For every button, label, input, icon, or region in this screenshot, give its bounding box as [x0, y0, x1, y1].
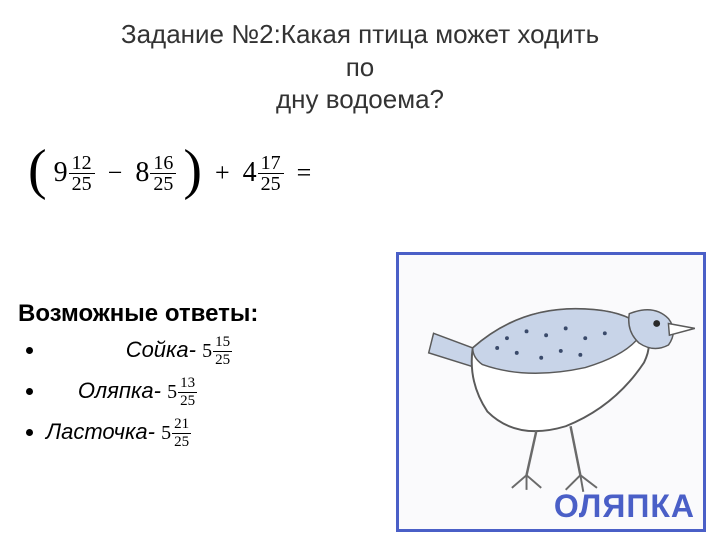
term3: 41725 [243, 153, 284, 194]
answers-heading: Возможные ответы: [18, 300, 398, 328]
bird-caption: ОЛЯПКА [554, 488, 695, 525]
term2: 81625 [135, 153, 176, 194]
answer-label: Ласточка- [46, 419, 155, 445]
term1-den: 25 [69, 174, 95, 194]
close-paren: ) [183, 145, 202, 195]
equals-op: = [297, 158, 312, 188]
title-line1: Задание №2:Какая птица может ходить [121, 19, 599, 49]
answer-label: Сойка- [46, 337, 196, 363]
answer-label: Оляпка- [46, 378, 161, 404]
main-equation: ( 91225 − 81625 ) + 41725 = [28, 148, 317, 198]
answer-value: 52125 [161, 416, 191, 451]
term2-num: 16 [150, 153, 176, 174]
answer-value: 51325 [167, 375, 197, 410]
answers-list: Сойка- 51525 Оляпка- 51325 Ласточка- 521… [18, 334, 398, 451]
answer-item: Сойка- 51525 [46, 334, 398, 369]
term3-den: 25 [258, 174, 284, 194]
plus-op: + [215, 158, 230, 188]
title-line3: дну водоема? [276, 84, 444, 114]
term2-den: 25 [150, 174, 176, 194]
minus-op: − [108, 158, 123, 188]
bird-illustration-frame: ОЛЯПКА [396, 252, 706, 532]
term1-num: 12 [69, 153, 95, 174]
answer-item: Оляпка- 51325 [46, 375, 398, 410]
answer-value: 51525 [202, 334, 232, 369]
answer-item: Ласточка- 52125 [46, 416, 398, 451]
answers-block: Возможные ответы: Сойка- 51525 Оляпка- 5… [18, 300, 398, 457]
term3-num: 17 [258, 153, 284, 174]
term3-whole: 4 [243, 157, 257, 189]
task-title: Задание №2:Какая птица может ходить по д… [0, 0, 720, 116]
open-paren: ( [28, 145, 47, 195]
term1-whole: 9 [54, 157, 68, 189]
term1: 91225 [54, 153, 95, 194]
title-line2: по [346, 52, 375, 82]
term2-whole: 8 [135, 157, 149, 189]
